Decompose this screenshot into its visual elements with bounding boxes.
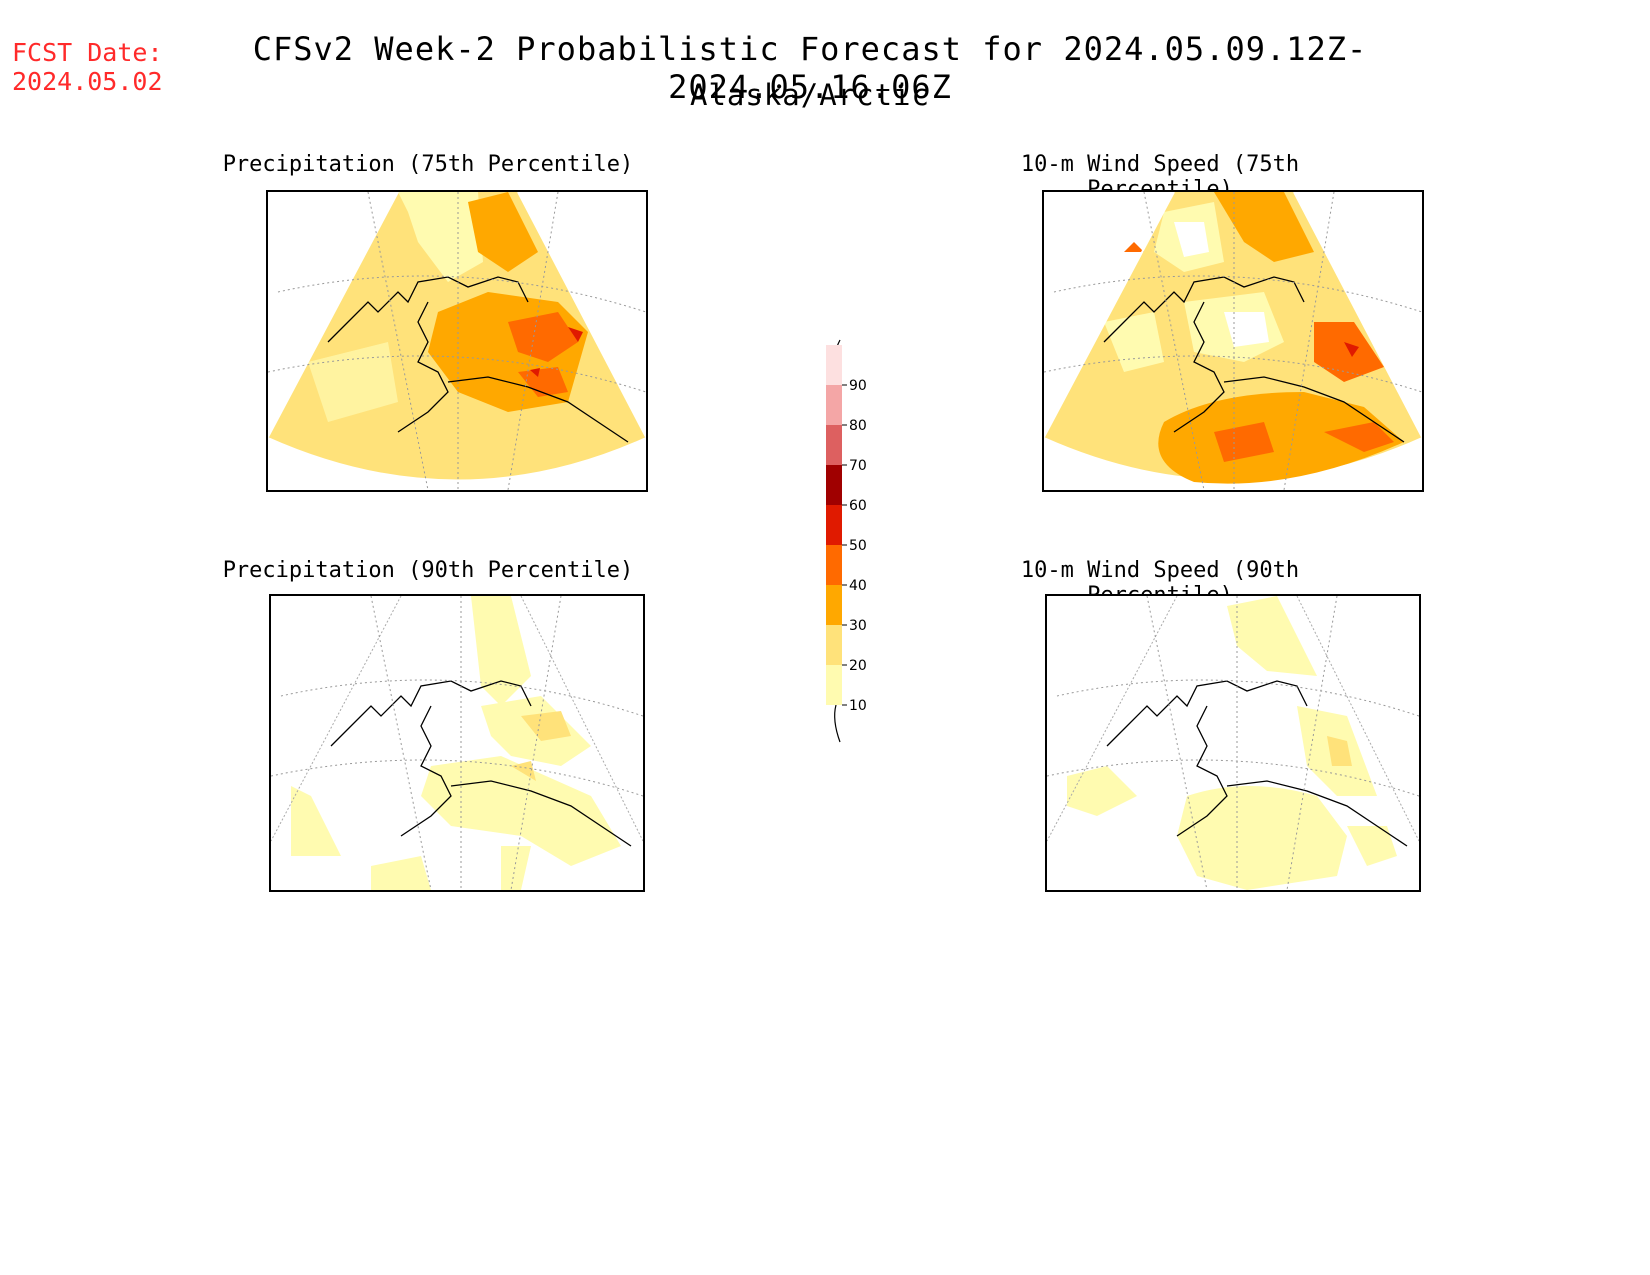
map-precip-90 <box>269 594 645 892</box>
colorbar-label-80: 80 <box>849 418 867 434</box>
colorbar-box-10 <box>826 665 842 705</box>
forecast-date-label: FCST Date: <box>12 38 163 67</box>
panel-title-precip-75: Precipitation (75th Percentile) <box>222 152 634 177</box>
map-wind-75 <box>1042 190 1424 492</box>
colorbar-box-80 <box>826 385 842 425</box>
colorbar-label-60: 60 <box>849 498 867 514</box>
colorbar-box-40 <box>826 545 842 585</box>
colorbar-box-50 <box>826 505 842 545</box>
colorbar-svg: 10 20 30 40 50 60 70 80 90 <box>826 339 867 743</box>
colorbar-box-60 <box>826 465 842 505</box>
colorbar: 10 20 30 40 50 60 70 80 90 <box>820 330 890 754</box>
colorbar-box-20 <box>826 625 842 665</box>
main-title: CFSv2 Week-2 Probabilistic Forecast for … <box>252 30 1368 106</box>
colorbar-bottom-cap <box>834 704 841 743</box>
colorbar-box-90 <box>826 345 842 385</box>
colorbar-label-30: 30 <box>849 618 867 634</box>
panel-title-precip-90: Precipitation (90th Percentile) <box>222 558 634 583</box>
map-wind-90 <box>1045 594 1421 892</box>
colorbar-box-70 <box>826 425 842 465</box>
colorbar-label-10: 10 <box>849 698 867 714</box>
colorbar-box-30 <box>826 585 842 625</box>
map-precip-75 <box>266 190 648 492</box>
colorbar-label-20: 20 <box>849 658 867 674</box>
colorbar-label-50: 50 <box>849 538 867 554</box>
forecast-date-block: FCST Date: 2024.05.02 <box>12 38 163 96</box>
colorbar-label-70: 70 <box>849 458 867 474</box>
colorbar-label-90: 90 <box>849 378 867 394</box>
forecast-date-value: 2024.05.02 <box>12 67 163 96</box>
region-subtitle: Alaska/Arctic <box>690 78 930 112</box>
colorbar-label-40: 40 <box>849 578 867 594</box>
